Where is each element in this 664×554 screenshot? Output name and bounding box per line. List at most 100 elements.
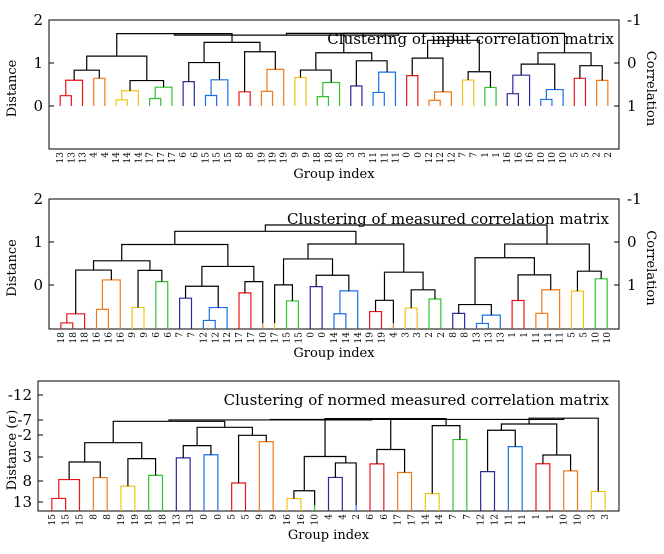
leaf-label: 2 [604,152,614,158]
dendrogram-link [68,461,101,480]
leaf-label: 17 [271,332,281,344]
leaf-label: 15 [213,152,223,164]
dendrogram-link [208,306,228,329]
leaf-label: 8 [246,152,256,158]
leaf-label: 7 [459,152,469,158]
y2-axis-label: Correlation [643,51,658,127]
leaf-label: 16 [297,514,307,526]
dendrogram-link [507,446,523,511]
leaf-label: 17 [157,152,167,164]
dendrogram-link [58,478,81,511]
leaf-label: 8 [461,332,471,338]
dendrogram-link [75,269,112,314]
leaf-label: 12 [447,152,457,163]
leaf-label: 0 [306,332,316,338]
leaf-label: 13 [172,514,182,526]
dendrogram-link [537,52,592,66]
dendrogram-link [238,91,251,106]
dendrogram-link [563,470,579,511]
dendrogram-link [210,79,229,106]
leaf-label: 1 [508,332,518,338]
leaf-label: 12 [436,152,446,163]
dendrogram-link [350,85,363,106]
leaf-label: 12 [199,332,209,343]
leaf-label: 16 [104,332,114,344]
dendrogram-link [315,52,373,71]
dendrogram-link [545,88,564,106]
leaf-label: 14 [134,152,144,164]
leaf-label: 13 [67,152,77,164]
dendrogram-link [121,90,140,106]
dendrogram-link [294,76,307,106]
dendrogram-link [101,279,121,329]
leaf-label: 11 [391,152,401,163]
leaf-label: 1 [546,514,556,520]
leaf-label: 14 [421,514,431,526]
dendrogram-link [115,99,128,106]
dendrogram-link [383,271,424,301]
dendrogram-link [369,463,385,511]
leaf-label: 19 [131,514,141,526]
x-axis-label: Group index [293,346,375,361]
dendrogram-link [307,243,405,273]
leaf-label: 6 [190,152,200,158]
dendrogram-link [484,86,497,106]
leaf-label: 16 [283,514,293,526]
dendrogram-link [155,281,169,329]
dendrogram-link [315,274,350,291]
y-tick-label: 8 [22,472,32,490]
dendrogram-link [480,471,496,511]
leaf-label: 14 [123,152,133,164]
dendrogram-link [131,306,145,329]
leaf-label: 17 [394,514,404,526]
leaf-label: 18 [336,152,346,164]
dendrogram-link [92,476,108,511]
leaf-label: 8 [103,514,113,520]
dendrogram-link [535,463,551,511]
dendrogram-link [282,258,334,285]
dendrogram-link [231,482,247,511]
dendrogram-link [84,442,143,463]
leaf-label: 5 [228,514,238,520]
dendrogram-link [390,418,447,450]
leaf-label: 8 [449,332,459,338]
y2-tick-label: -1 [627,11,642,29]
leaf-label: 7 [188,332,198,338]
leaf-label: 6 [380,514,390,520]
dendrogram-link [467,71,492,88]
dendrogram-link [303,455,347,491]
leaf-label: 3 [587,514,597,520]
dendrogram-link [188,61,221,82]
leaf-label: 3 [358,152,368,158]
dendrogram-link [596,79,609,106]
dendrogram-link [579,65,603,81]
dendrogram-link [264,224,548,245]
dendrogram-link [182,80,195,106]
leaf-label: 17 [168,152,178,164]
dendrogram-link [594,278,608,329]
y-axis-label: Distance [5,59,20,117]
leaf-label: 1 [532,514,542,520]
leaf-label: 4 [101,152,111,158]
dendrogram-link [334,462,357,505]
dendrogram-link [182,444,212,458]
dendrogram-link [520,63,556,90]
leaf-label: 16 [526,152,536,164]
dendrogram-link [369,310,383,329]
leaf-label: 18 [145,514,155,526]
dendrogram-link [112,420,226,443]
leaf-label: 1 [492,152,502,158]
y-tick-label: 1 [33,233,43,251]
leaf-label: 19 [280,152,290,164]
leaf-label: 5 [242,514,252,520]
dendrogram-link [322,81,341,106]
leaf-label: 19 [117,514,127,526]
dendrogram-link [411,57,444,92]
dendrogram-link [285,300,299,329]
leaf-label: 0 [318,332,328,338]
chart-title: Clustering of input correlation matrix [327,30,614,48]
dendrogram-link [148,97,162,106]
y-tick-label: 0 [33,97,43,115]
dendrogram-link [540,98,553,106]
leaf-label: 6 [164,332,174,338]
